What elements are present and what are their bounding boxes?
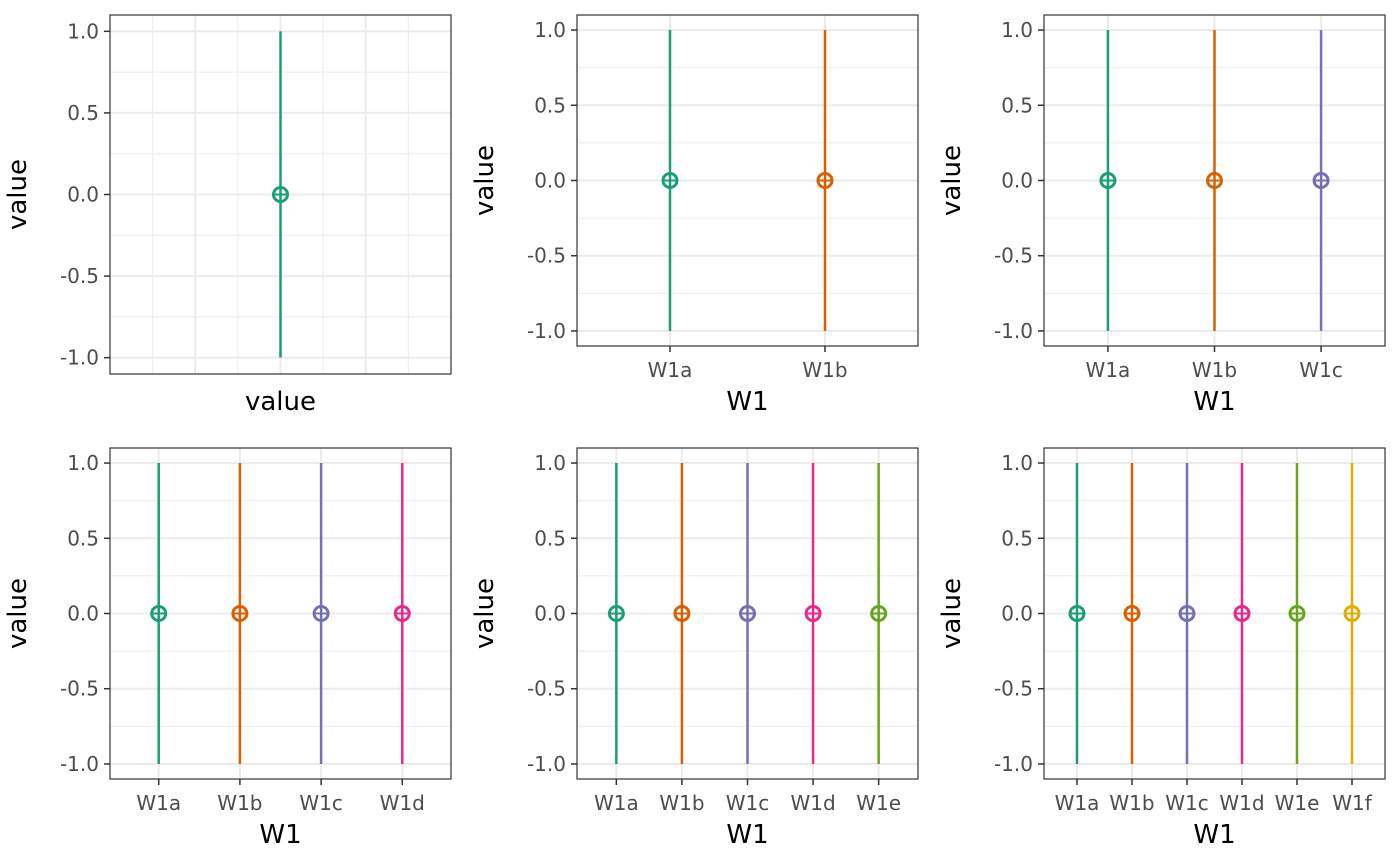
y-tick-label: -1.0 — [60, 346, 99, 370]
chart-panel-2: 1.0 0.5 0.0 -0.5 -1.0 W1a W1b W1 value — [470, 14, 919, 417]
y-axis-title: value — [3, 578, 33, 649]
x-tick-label: W1a — [1055, 791, 1100, 815]
y-tick-label: 1.0 — [1001, 451, 1033, 475]
chart-panel-3: 1.0 0.5 0.0 -0.5 -1.0 W1a W1b W1c W1 value — [937, 14, 1386, 417]
y-axis-title: value — [937, 145, 967, 216]
x-tick-label: W1b — [802, 358, 847, 382]
y-tick-label: -1.0 — [527, 319, 566, 343]
x-axis-title: W1 — [1193, 387, 1235, 417]
y-tick-label: 0.5 — [67, 101, 99, 125]
x-tick-label: W1c — [726, 791, 770, 815]
chart-panel-6: 1.0 0.5 0.0 -0.5 -1.0 W1a W1b W1c W1d W1e W1f W1 val… — [937, 447, 1386, 850]
y-tick-label: -1.0 — [60, 752, 99, 776]
x-tick-label: W1a — [594, 791, 639, 815]
x-axis-title: W1 — [1193, 820, 1235, 850]
y-tick-label: -0.5 — [994, 677, 1033, 701]
y-tick-label: -0.5 — [527, 677, 566, 701]
y-tick-label: -0.5 — [60, 264, 99, 288]
x-axis-title: value — [245, 387, 316, 417]
y-axis-title: value — [937, 578, 967, 649]
y-axis-title: value — [3, 159, 33, 230]
x-tick-label: W1a — [1086, 358, 1131, 382]
chart-panel-5: 1.0 0.5 0.0 -0.5 -1.0 W1a W1b W1c W1d W1e W1 value — [470, 447, 919, 850]
x-tick-label: W1b — [1192, 358, 1237, 382]
chart-panel-1: 1.0 0.5 0.0 -0.5 -1.0 value value — [3, 14, 452, 417]
x-tick-label: W1a — [648, 358, 693, 382]
x-tick-label: W1a — [136, 791, 181, 815]
y-axis-title: value — [470, 578, 500, 649]
y-tick-label: 1.0 — [534, 451, 566, 475]
x-tick-label: W1b — [1109, 791, 1154, 815]
y-tick-label: 0.5 — [1001, 93, 1033, 117]
x-axis-title: W1 — [259, 820, 301, 850]
x-tick-label: W1f — [1332, 791, 1373, 815]
y-tick-label: -1.0 — [994, 752, 1033, 776]
y-tick-label: 0.5 — [1001, 526, 1033, 550]
y-tick-label: -1.0 — [527, 752, 566, 776]
x-tick-label: W1c — [299, 791, 343, 815]
y-axis-title: value — [470, 145, 500, 216]
y-tick-label: -0.5 — [527, 244, 566, 268]
y-tick-label: -1.0 — [994, 319, 1033, 343]
y-tick-label: 1.0 — [534, 18, 566, 42]
y-tick-label: 0.0 — [67, 183, 99, 207]
x-tick-label: W1b — [659, 791, 704, 815]
y-tick-label: 0.5 — [534, 93, 566, 117]
y-tick-label: 0.5 — [534, 526, 566, 550]
y-tick-label: 0.0 — [534, 169, 566, 193]
y-tick-label: 1.0 — [67, 19, 99, 43]
x-tick-label: W1b — [217, 791, 262, 815]
chart-panel-4: 1.0 0.5 0.0 -0.5 -1.0 W1a W1b W1c W1d W1 value — [3, 447, 452, 850]
y-tick-label: 0.0 — [534, 602, 566, 626]
x-tick-label: W1e — [856, 791, 901, 815]
y-tick-label: 1.0 — [1001, 18, 1033, 42]
y-tick-label: 0.0 — [1001, 602, 1033, 626]
x-tick-label: W1e — [1275, 791, 1320, 815]
x-tick-label: W1d — [380, 791, 425, 815]
x-tick-label: W1d — [1219, 791, 1264, 815]
y-tick-label: 0.0 — [1001, 169, 1033, 193]
x-tick-label: W1c — [1299, 358, 1343, 382]
x-axis-title: W1 — [726, 387, 768, 417]
y-tick-label: 0.5 — [67, 526, 99, 550]
x-tick-label: W1c — [1165, 791, 1209, 815]
x-tick-label: W1d — [790, 791, 835, 815]
x-axis-title: W1 — [726, 820, 768, 850]
y-tick-label: 0.0 — [67, 602, 99, 626]
y-tick-label: -0.5 — [60, 677, 99, 701]
y-tick-label: -0.5 — [994, 244, 1033, 268]
y-tick-label: 1.0 — [67, 451, 99, 475]
